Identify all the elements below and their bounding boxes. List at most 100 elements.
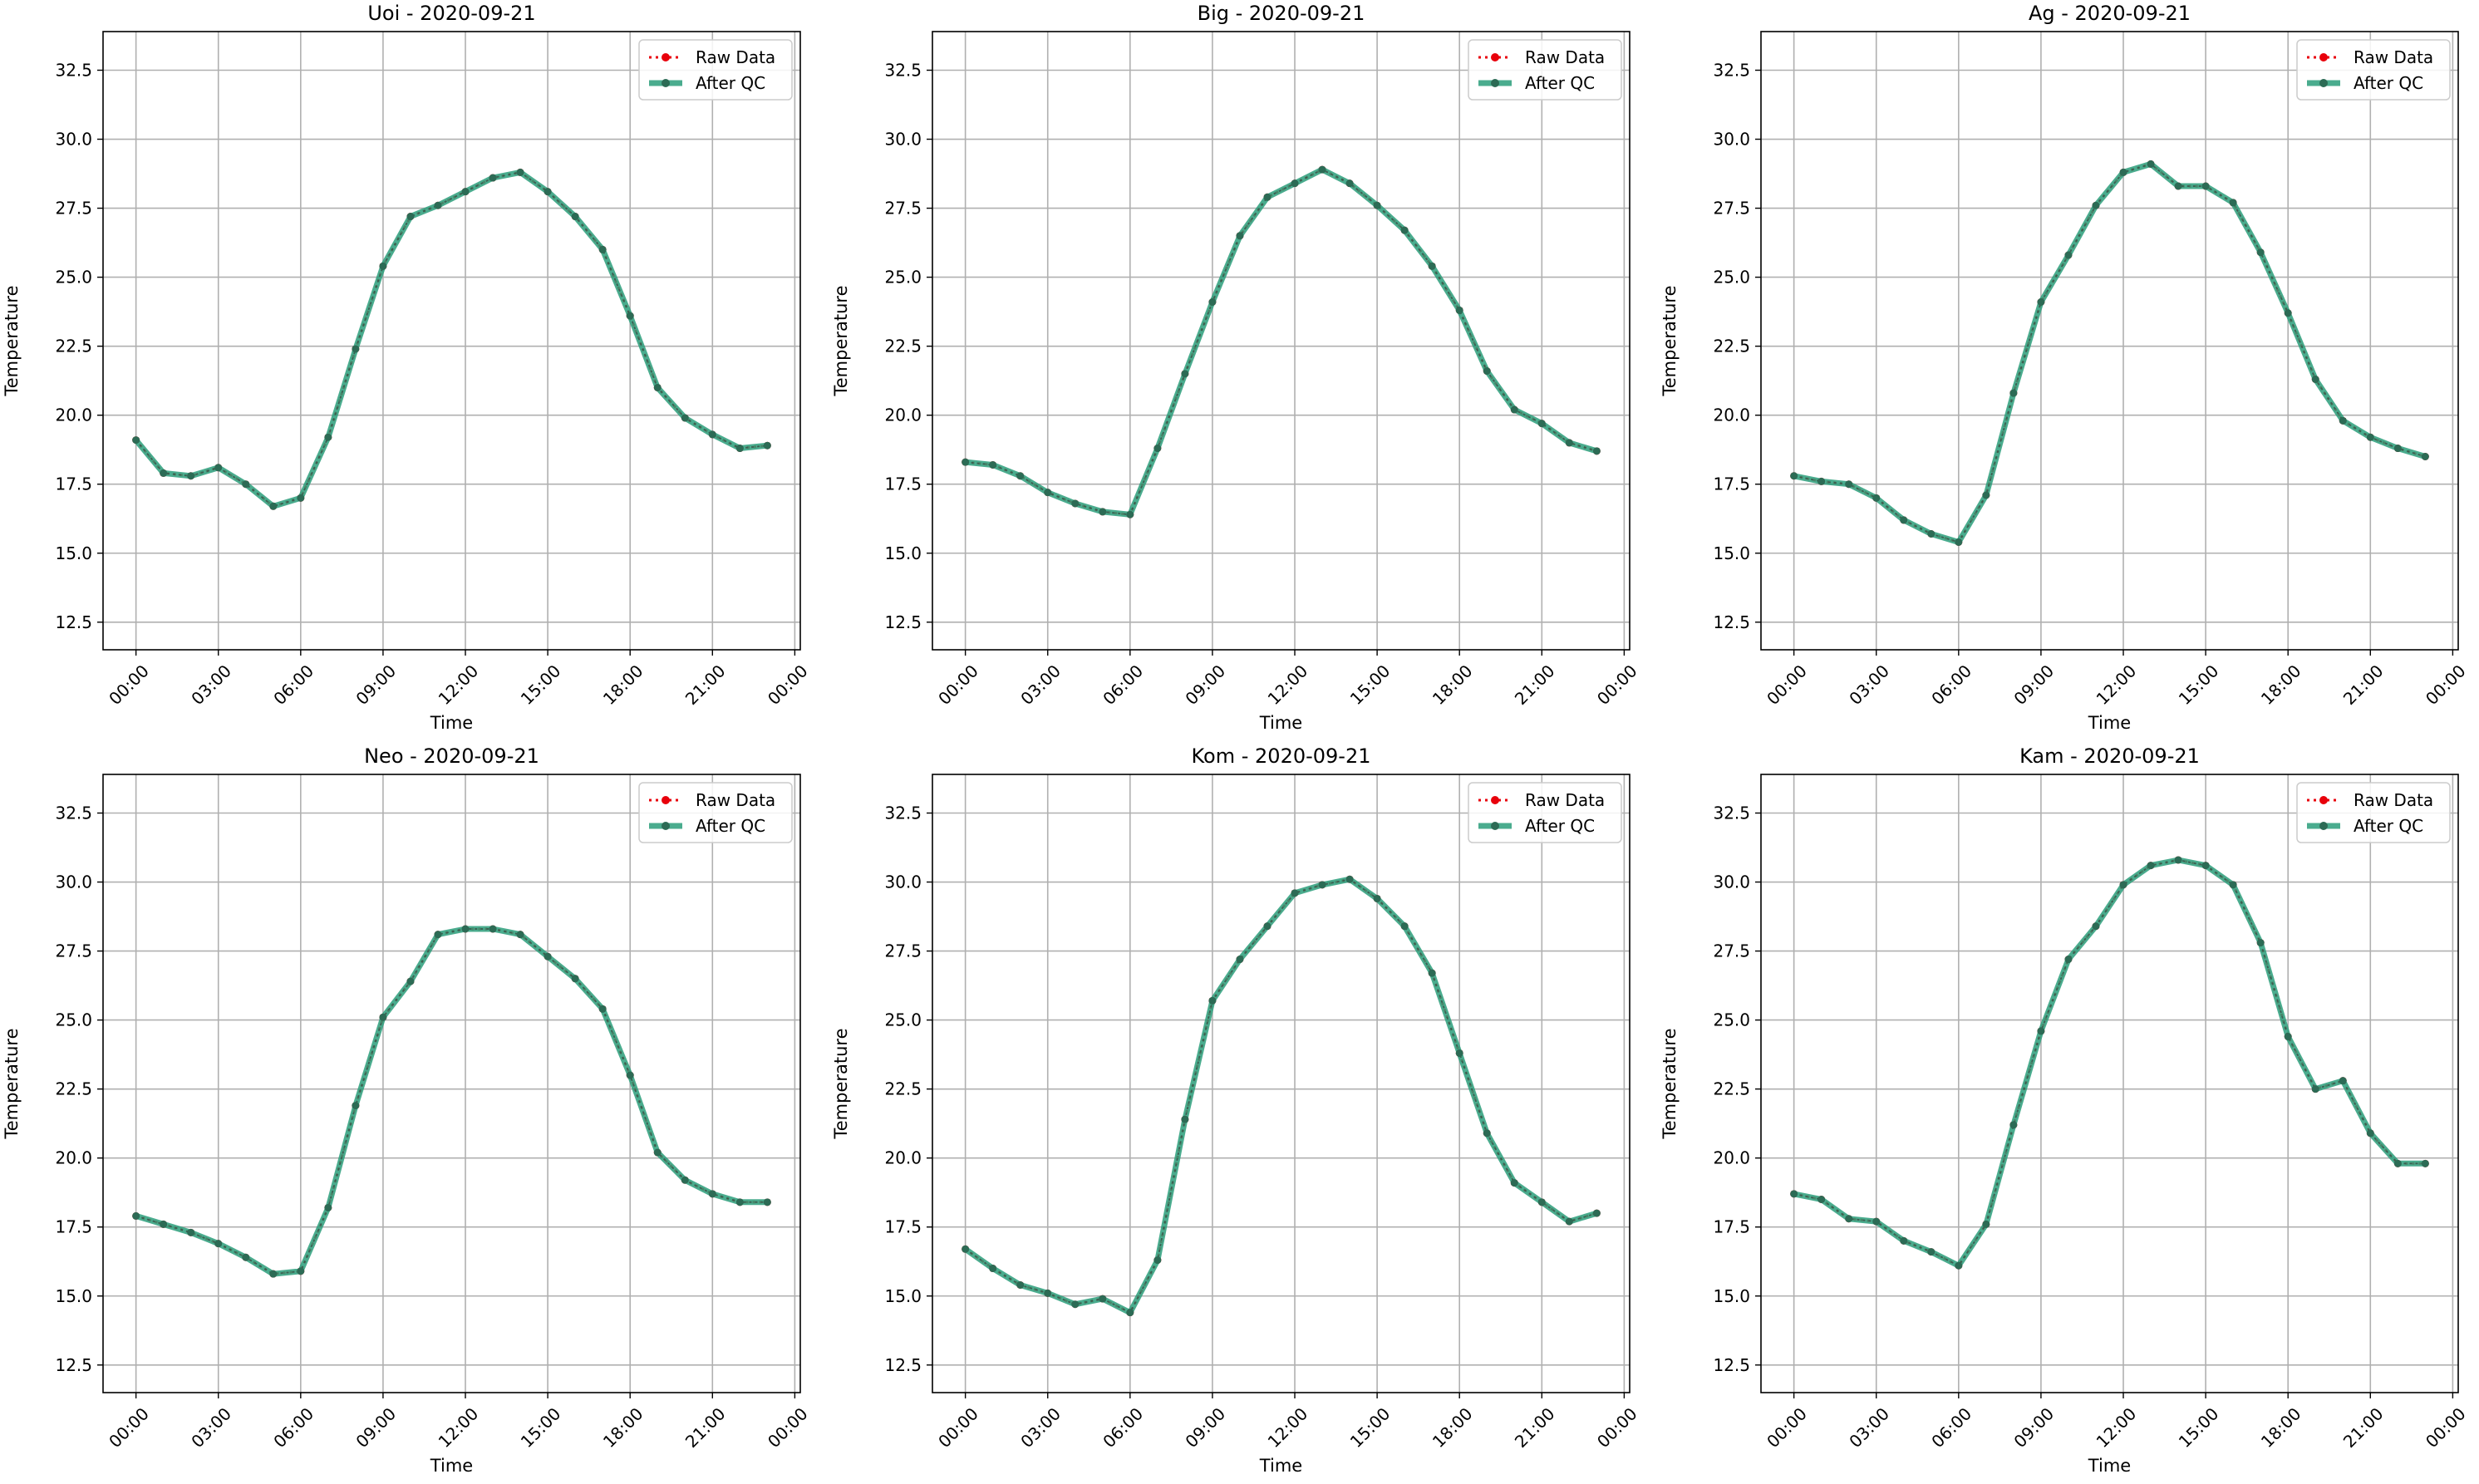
data-point-qc: [379, 1013, 387, 1021]
x-tick-label: 18:00: [1429, 1403, 1477, 1452]
data-point-qc: [1537, 1198, 1546, 1206]
data-point-qc: [2339, 416, 2347, 425]
data-point-qc: [1790, 472, 1798, 480]
x-tick-label: 06:00: [269, 1403, 317, 1452]
y-tick-label: 27.5: [1713, 941, 1750, 961]
y-tick-label: 22.5: [55, 337, 92, 356]
y-tick-label: 17.5: [884, 474, 922, 494]
data-point-qc: [1927, 530, 1935, 538]
data-point-qc: [1318, 881, 1326, 889]
data-point-qc: [1099, 508, 1107, 516]
data-point-qc: [2174, 182, 2182, 190]
data-point-qc: [681, 414, 689, 422]
y-tick-label: 17.5: [55, 1217, 92, 1237]
legend-label: Raw Data: [2354, 790, 2433, 810]
chart-title: Kom - 2020-09-21: [1192, 744, 1371, 768]
legend: Raw Data After QC: [2296, 39, 2451, 101]
data-point-qc: [1263, 193, 1271, 201]
x-tick-label: 12:00: [2093, 1403, 2141, 1452]
series-line-raw-overlay: [965, 878, 1597, 1314]
data-point-qc: [708, 1190, 716, 1198]
y-tick-label: 22.5: [1713, 337, 1750, 356]
data-point-qc: [763, 1198, 771, 1206]
x-tick-label: 00:00: [1593, 661, 1641, 709]
y-tick-label: 27.5: [884, 941, 922, 961]
x-axis-label: Time: [2088, 713, 2131, 733]
chart-title: Big - 2020-09-21: [1198, 2, 1365, 25]
y-tick-label: 22.5: [884, 337, 922, 356]
x-axis-label: Time: [430, 1456, 473, 1476]
series-line-raw-data: [135, 170, 768, 508]
y-tick-label: 30.0: [1713, 872, 1750, 892]
data-point-qc: [160, 1220, 168, 1228]
legend-label: After QC: [1525, 816, 1595, 836]
legend: Raw Data After QC: [1468, 782, 1622, 843]
x-tick-label: 15:00: [1346, 661, 1394, 709]
data-point-qc: [2037, 1027, 2045, 1035]
data-point-qc: [324, 433, 332, 441]
data-point-qc: [352, 1102, 360, 1110]
data-point-qc: [2064, 956, 2073, 964]
y-tick-label: 30.0: [884, 130, 922, 150]
data-point-qc: [626, 312, 634, 320]
x-tick-label: 00:00: [105, 1403, 153, 1452]
x-axis-label: Time: [2088, 1456, 2131, 1476]
y-tick-label: 20.0: [55, 1148, 92, 1168]
chart-title: Uoi - 2020-09-21: [367, 2, 535, 25]
x-tick-label: 21:00: [681, 1403, 730, 1452]
x-axis-label: Time: [1259, 1456, 1302, 1476]
data-point-qc: [1126, 510, 1134, 518]
x-tick-label: 18:00: [2257, 661, 2305, 709]
data-point-qc: [1318, 165, 1326, 174]
y-tick-label: 17.5: [1713, 474, 1750, 494]
legend-marker-raw-data: [2319, 53, 2328, 61]
x-tick-label: 18:00: [1429, 661, 1477, 709]
y-tick-label: 22.5: [1713, 1079, 1750, 1099]
legend-label: After QC: [696, 73, 765, 93]
y-axis-label: Temperature: [831, 1028, 851, 1139]
legend-marker-raw-data: [662, 53, 670, 61]
x-tick-label: 18:00: [599, 661, 647, 709]
data-point-qc: [1817, 1196, 1826, 1203]
x-tick-label: 09:00: [2009, 1403, 2058, 1452]
data-point-qc: [1181, 370, 1189, 378]
data-point-qc: [1153, 1256, 1162, 1265]
data-point-qc: [962, 1245, 970, 1253]
data-point-qc: [544, 188, 552, 196]
x-tick-label: 15:00: [1346, 1403, 1394, 1452]
data-point-qc: [1044, 1289, 1052, 1297]
data-point-qc: [1071, 499, 1080, 508]
data-point-qc: [735, 445, 744, 453]
x-tick-label: 00:00: [934, 661, 982, 709]
y-tick-label: 12.5: [55, 1355, 92, 1375]
x-tick-label: 03:00: [1845, 661, 1893, 709]
y-tick-label: 25.0: [55, 1010, 92, 1030]
x-tick-label: 06:00: [269, 661, 317, 709]
legend: Raw Data After QC: [638, 39, 793, 101]
y-tick-label: 20.0: [884, 405, 922, 425]
legend-marker-after-qc: [2319, 822, 2328, 830]
data-point-qc: [132, 436, 140, 445]
x-tick-label: 15:00: [517, 1403, 565, 1452]
y-tick-label: 12.5: [1713, 612, 1750, 632]
legend-marker-raw-data: [662, 796, 670, 804]
legend-marker-raw-data: [1491, 796, 1499, 804]
x-tick-label: 18:00: [2257, 1403, 2305, 1452]
y-tick-label: 12.5: [55, 612, 92, 632]
data-point-qc: [2256, 939, 2265, 947]
y-tick-label: 22.5: [55, 1079, 92, 1099]
data-point-qc: [2119, 168, 2127, 176]
y-axis-label: Temperature: [1660, 1028, 1680, 1139]
y-tick-label: 15.0: [884, 1286, 922, 1306]
series-line-raw-data: [965, 168, 1597, 516]
series-line-raw-overlay: [135, 928, 768, 1275]
data-point-qc: [1373, 201, 1381, 209]
x-tick-label: 09:00: [352, 1403, 400, 1452]
data-point-qc: [598, 245, 607, 253]
y-tick-label: 17.5: [55, 474, 92, 494]
data-point-qc: [1373, 894, 1381, 902]
legend-label: Raw Data: [696, 47, 775, 67]
x-tick-label: 06:00: [1927, 1403, 1975, 1452]
series-line-raw-data: [964, 877, 1597, 1314]
y-tick-label: 32.5: [884, 61, 922, 81]
